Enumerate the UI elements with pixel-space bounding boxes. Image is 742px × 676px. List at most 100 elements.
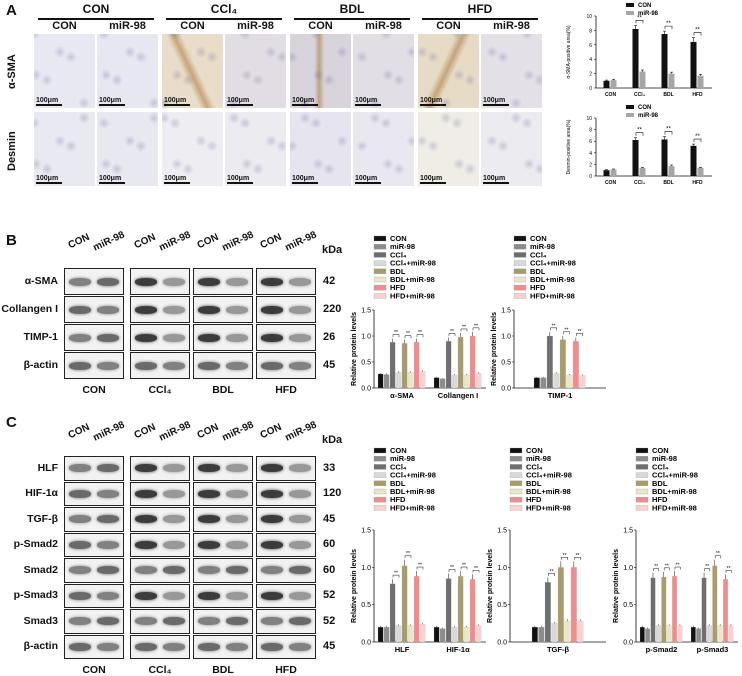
blot-band (69, 333, 91, 342)
kda-header: kDa (322, 244, 343, 256)
sig-annotation: ** (462, 324, 466, 330)
y-tick-label: 1.0 (361, 565, 371, 572)
blot-box (64, 609, 124, 634)
blot-box (193, 481, 253, 506)
legend-label: BDL (390, 267, 406, 276)
bar (661, 34, 668, 88)
blot-box (193, 268, 253, 295)
blot-band (261, 277, 283, 286)
histology-tile: 100μm (418, 34, 479, 108)
bar (579, 375, 586, 389)
blot-band (261, 566, 283, 575)
histology-tile: 100μm (34, 34, 95, 108)
blot-band (226, 540, 248, 549)
blot-band (97, 489, 119, 498)
bar (632, 140, 639, 176)
blot-band (289, 642, 311, 651)
kda-value: 52 (323, 614, 336, 627)
sub-header: miR-98 (493, 20, 530, 32)
legend-swatch (373, 464, 387, 470)
sig-bracket (460, 328, 468, 332)
protein-label: TGF-β (27, 512, 58, 525)
legend-swatch (635, 464, 649, 470)
bar (475, 625, 482, 643)
legend-label: CCl₄+miR-98 (390, 259, 436, 268)
legend-label: HFD (652, 495, 668, 504)
blot-band (261, 464, 283, 473)
legend-label: CCl₄ (526, 462, 543, 471)
scale-bar: 100μm (227, 175, 254, 184)
blot-band (198, 617, 220, 626)
blot-box (64, 481, 124, 506)
legend-label: miR-98 (530, 242, 555, 251)
blot-band (226, 333, 248, 342)
bar (650, 577, 656, 643)
legend-swatch (373, 447, 387, 454)
lane-label: miR-98 (91, 229, 127, 254)
bar (433, 626, 440, 643)
y-tick-label: 2 (589, 162, 592, 168)
sig-annotation: ** (705, 564, 709, 570)
bar (564, 620, 571, 643)
sig-annotation: ** (576, 553, 580, 559)
sig-bracket (674, 566, 681, 570)
lane-label: miR-98 (157, 419, 193, 444)
blot-box (256, 481, 316, 506)
y-axis-label: Desmin-positive area(%) (566, 119, 572, 174)
blot-band (226, 464, 248, 473)
x-tick-label: α-SMA (390, 391, 414, 400)
sig-bracket (693, 138, 702, 143)
blot-box (130, 352, 190, 379)
legend-swatch (513, 260, 527, 266)
group-underline (38, 18, 154, 20)
blot-box (64, 456, 124, 481)
sig-annotation: ** (406, 331, 410, 337)
bar (439, 378, 446, 389)
bar (451, 626, 458, 643)
legend-label: CCl₄ (390, 462, 407, 471)
legend-label: HFD+miR-98 (390, 291, 435, 300)
sig-annotation: ** (418, 563, 422, 569)
bar (463, 626, 470, 643)
legend-swatch (373, 472, 387, 478)
legend-label: CCl₄+miR-98 (526, 471, 572, 480)
bar (677, 625, 683, 643)
lane-label: CON (195, 231, 221, 252)
blot-band (226, 642, 248, 651)
blot-band (135, 617, 157, 626)
sig-bracket (416, 566, 424, 570)
blot-band (135, 464, 157, 473)
blot-box (130, 456, 190, 481)
x-tick-label: Collangen I (438, 391, 478, 400)
legend-swatch (513, 235, 527, 242)
blot-band (226, 277, 248, 286)
lane-label: CON (66, 231, 92, 252)
blot-band (163, 305, 185, 314)
y-tick-label: 0.5 (497, 602, 507, 609)
legend-swatch (373, 244, 387, 250)
y-tick-label: 0.5 (361, 360, 371, 367)
blot-band (198, 333, 220, 342)
blot-band (163, 333, 185, 342)
legend-swatch (513, 276, 527, 283)
lane-label: CON (258, 421, 284, 442)
legend-label: CON (638, 105, 651, 111)
protein-label: p-Smad3 (13, 589, 58, 602)
blot-band (289, 333, 311, 342)
legend-label: miR-98 (390, 242, 415, 251)
lane-label: miR-98 (91, 419, 127, 444)
chart-asma-area: 0 2 4 6 8 10 α-SMA-positive area(%) CON CCl₄ ** BD… (562, 2, 742, 102)
legend-swatch (373, 260, 387, 266)
sig-bracket (663, 567, 670, 571)
kda-value: 33 (323, 461, 336, 474)
group-label-2: BDL (212, 384, 234, 396)
blot-box (130, 481, 190, 506)
kda-value: 45 (323, 512, 336, 525)
group-label-1: CCl₄ (148, 664, 172, 676)
scale-bar: 100μm (164, 175, 191, 184)
blot-band (261, 540, 283, 549)
y-tick-label: 1.5 (497, 528, 507, 535)
scale-bar: 100μm (99, 175, 126, 184)
legend-label: BDL (530, 267, 546, 276)
bar (603, 170, 610, 176)
